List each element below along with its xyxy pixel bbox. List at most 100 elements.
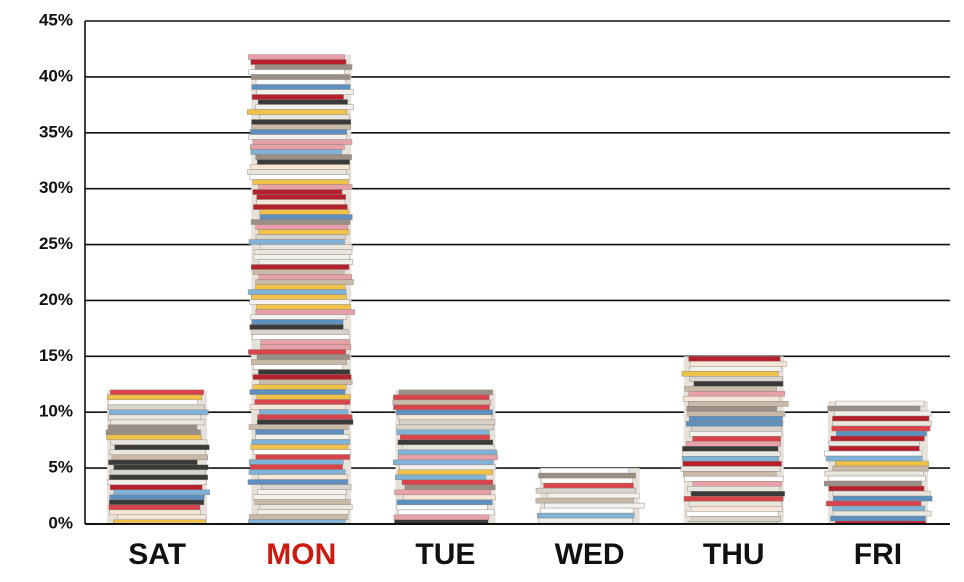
book-stripe [686, 421, 782, 426]
book-stripe [247, 170, 346, 175]
book-stripe [540, 508, 633, 513]
book-stripe [109, 500, 204, 505]
book-stripe [832, 426, 930, 431]
book-stripe [256, 105, 354, 110]
book-stripe [538, 518, 632, 523]
book-stripe [681, 466, 780, 471]
y-tick-label: 30% [39, 178, 73, 197]
book-stripe [694, 381, 783, 386]
book-stripe [260, 245, 352, 250]
book-stripe [108, 405, 205, 410]
book-stripe [828, 406, 920, 411]
chart: 0%5%10%15%20%25%30%35%40%45%SATMONTUEWED… [0, 0, 964, 582]
book-stripe [257, 510, 349, 515]
book-stripe [252, 120, 351, 125]
book-stripe [253, 450, 350, 455]
y-tick-label: 35% [39, 122, 73, 141]
book-stripe [260, 210, 349, 215]
book-stripe [110, 390, 203, 395]
book-stripe [250, 130, 346, 135]
book-stripe [397, 500, 492, 505]
book-stripe [405, 485, 495, 490]
book-stack [536, 468, 645, 523]
book-stripe [397, 505, 487, 510]
book-stripe [249, 240, 345, 245]
book-stripe [251, 150, 342, 155]
book-stripe [545, 503, 645, 508]
book-stripe [250, 405, 345, 410]
book-stripe [256, 280, 354, 285]
book-stripe [110, 440, 207, 445]
book-stripe [256, 235, 345, 240]
y-tick-label: 40% [39, 66, 73, 85]
book-stripe [257, 490, 346, 495]
x-tick-label: TUE [415, 538, 475, 571]
book-stripe [393, 400, 491, 405]
book-stripe [833, 496, 932, 501]
book-stripe [828, 441, 919, 446]
book-stripe [688, 411, 785, 416]
book-stripe [824, 481, 921, 486]
book-stripe [690, 366, 782, 371]
book-stripe [258, 415, 353, 420]
book-stripe [257, 420, 353, 425]
book-stripe [251, 360, 347, 365]
book-stripe [253, 205, 347, 210]
book-stripe [255, 400, 350, 405]
book-stripe [258, 100, 348, 105]
book-stripe [258, 370, 350, 375]
book-stripe [250, 325, 344, 330]
book-stripe [682, 446, 778, 451]
book-stripe [250, 390, 345, 395]
book-stripe [393, 460, 493, 465]
book-stripe [682, 451, 780, 456]
book-stripe [536, 498, 634, 503]
book-stripe [251, 220, 350, 225]
book-stripe [257, 90, 354, 95]
book-stripe [540, 468, 628, 473]
book-stripe [248, 350, 345, 355]
book-stripe [108, 400, 197, 405]
book-stripe [544, 483, 634, 488]
book-stripe [835, 461, 928, 466]
book-stripe [691, 426, 781, 431]
book-stripe [690, 361, 786, 366]
book-stripe [258, 230, 349, 235]
y-tick-label: 0% [48, 513, 73, 532]
book-stripe [397, 425, 494, 430]
book-stripe [257, 160, 349, 165]
book-stripe [106, 435, 201, 440]
book-stripe [257, 355, 350, 360]
book-stripe [109, 410, 208, 415]
book-stripe [400, 435, 490, 440]
book-stripe [395, 475, 486, 480]
book-stripe [689, 416, 782, 421]
book-stripe [256, 435, 350, 440]
book-stripe [547, 493, 639, 498]
book-stack [247, 55, 354, 524]
book-stripe [256, 80, 346, 85]
book-stripe [396, 410, 492, 415]
book-stripe [256, 155, 352, 160]
book-stripe [257, 195, 346, 200]
book-stripe [829, 486, 924, 491]
book-stripe [249, 470, 345, 475]
x-tick-label: WED [555, 538, 625, 571]
book-stripe [253, 365, 342, 370]
book-stripe [394, 515, 489, 520]
book-stripe [253, 140, 352, 145]
book-stripe [109, 510, 200, 515]
book-stripe [114, 465, 208, 470]
book-stripe [251, 295, 346, 300]
book-stripe [247, 110, 347, 115]
book-stripe [395, 490, 491, 495]
book-stripe [253, 190, 342, 195]
book-stack [681, 356, 788, 524]
book-stripe [250, 165, 349, 170]
y-tick-label: 10% [39, 402, 73, 421]
book-stripe [253, 385, 346, 390]
book-stripe [248, 480, 348, 485]
book-stripe [260, 215, 352, 220]
book-stripe [258, 185, 352, 190]
book-stripe [249, 135, 347, 140]
